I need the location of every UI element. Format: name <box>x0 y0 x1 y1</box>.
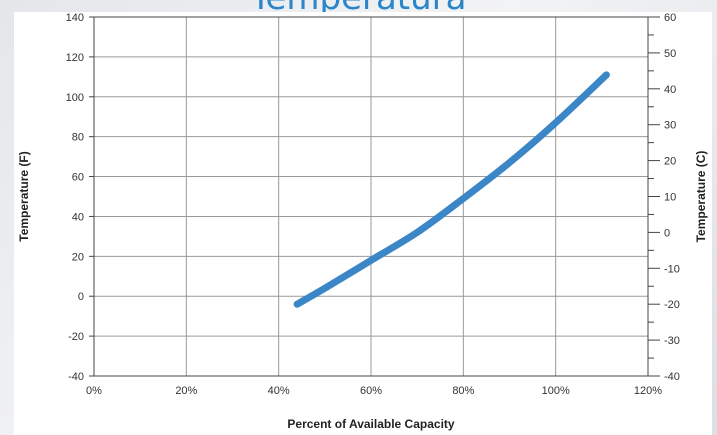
y-tick-label-left: 60 <box>72 172 84 184</box>
y-tick-label-left: 80 <box>72 132 84 144</box>
plot-frame <box>93 16 649 377</box>
y-tick-label-right: 0 <box>664 227 670 239</box>
y-tick-label-right: -20 <box>664 299 680 311</box>
y-tick-labels-left: 140 120 100 80 60 40 20 0 -20 -40 <box>66 12 84 383</box>
y-tick-labels-right: 60 50 40 30 20 10 0 -10 -20 -30 -40 <box>664 12 680 383</box>
tick-marks <box>89 16 660 377</box>
y-tick-label-left: 40 <box>72 211 84 223</box>
y-tick-label-left: -40 <box>68 371 84 383</box>
chart-panel: 0% 20% 40% 60% 80% 100% 120% 140 120 100 80 60 40 20… <box>14 12 712 435</box>
x-tick-label: 20% <box>175 385 197 397</box>
y-tick-label-right: 50 <box>664 48 676 60</box>
series-group <box>293 71 610 308</box>
x-tick-label: 120% <box>634 385 662 397</box>
y-tick-label-left: 120 <box>66 52 84 64</box>
x-tick-label: 100% <box>542 385 570 397</box>
y-tick-label-left: 0 <box>78 291 84 303</box>
y-tick-label-right: -10 <box>664 263 680 275</box>
x-tick-label: 40% <box>268 385 290 397</box>
y-tick-label-right: 40 <box>664 84 676 96</box>
x-tick-label: 80% <box>452 385 474 397</box>
x-tick-label: 0% <box>86 385 102 397</box>
x-axis-title: Percent of Available Capacity <box>287 417 455 431</box>
grid-lines <box>93 16 649 377</box>
x-tick-label: 60% <box>360 385 382 397</box>
series-line-temperature <box>293 71 610 308</box>
y-tick-label-right: -30 <box>664 335 680 347</box>
y-tick-label-left: 100 <box>66 92 84 104</box>
temperature-capacity-chart: 0% 20% 40% 60% 80% 100% 120% 14012010080604020… <box>17 12 708 431</box>
y-tick-label-left: 20 <box>72 251 84 263</box>
y-axis-title-right: Temperature (C) <box>694 151 708 243</box>
y-tick-label-right: 60 <box>664 12 676 24</box>
y-tick-label-left: 140 <box>66 12 84 24</box>
y-tick-label-right: 30 <box>664 120 676 132</box>
y-tick-label-right: -40 <box>664 371 680 383</box>
x-tick-labels: 0% 20% 40% 60% 80% 100% 120% <box>86 385 662 397</box>
y-tick-label-left: -20 <box>68 331 84 343</box>
y-axis-title-left: Temperature (F) <box>17 151 31 241</box>
y-tick-label-right: 20 <box>664 156 676 168</box>
y-tick-label-right: 10 <box>664 192 676 204</box>
